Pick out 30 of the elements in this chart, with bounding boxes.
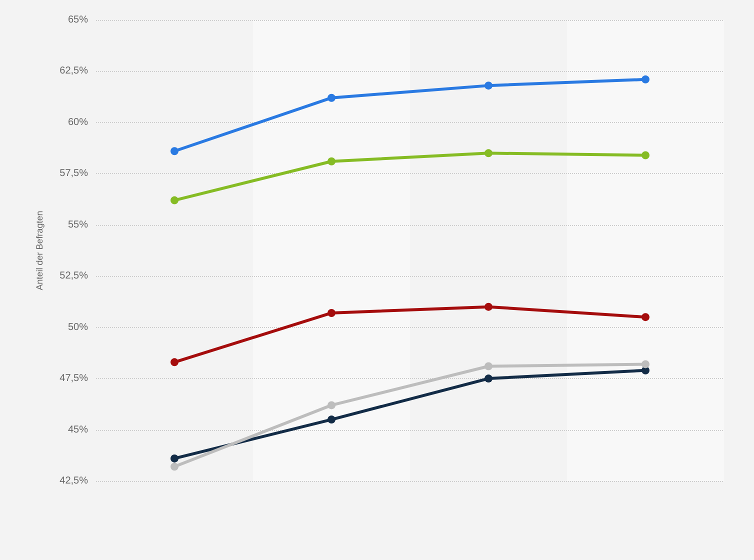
point — [642, 313, 650, 322]
y-tick-label: 62,5% — [60, 66, 88, 77]
point — [170, 454, 178, 462]
point — [642, 360, 650, 368]
y-axis-title: Anteil der Befragten — [34, 210, 44, 290]
point — [328, 94, 336, 102]
y-tick-label: 57,5% — [60, 168, 88, 180]
y-tick-label: 55% — [68, 219, 88, 230]
y-tick-label: 45% — [68, 424, 88, 436]
y-tick-label: 52,5% — [60, 270, 88, 282]
point — [328, 157, 336, 166]
y-tick-label: 60% — [68, 116, 88, 128]
point — [484, 149, 492, 158]
point — [484, 82, 492, 90]
point — [642, 151, 650, 160]
point — [170, 462, 178, 471]
point — [484, 374, 492, 383]
point — [484, 302, 492, 311]
y-tick-label: 47,5% — [60, 373, 88, 384]
point — [170, 147, 178, 156]
point — [328, 308, 336, 317]
point — [328, 401, 336, 410]
y-tick-label: 42,5% — [60, 476, 88, 486]
point — [484, 362, 492, 370]
y-tick-label: 50% — [68, 322, 88, 333]
point — [642, 75, 650, 84]
point — [328, 416, 336, 424]
point — [170, 196, 178, 204]
point — [170, 358, 178, 366]
y-tick-label: 65% — [68, 14, 88, 26]
